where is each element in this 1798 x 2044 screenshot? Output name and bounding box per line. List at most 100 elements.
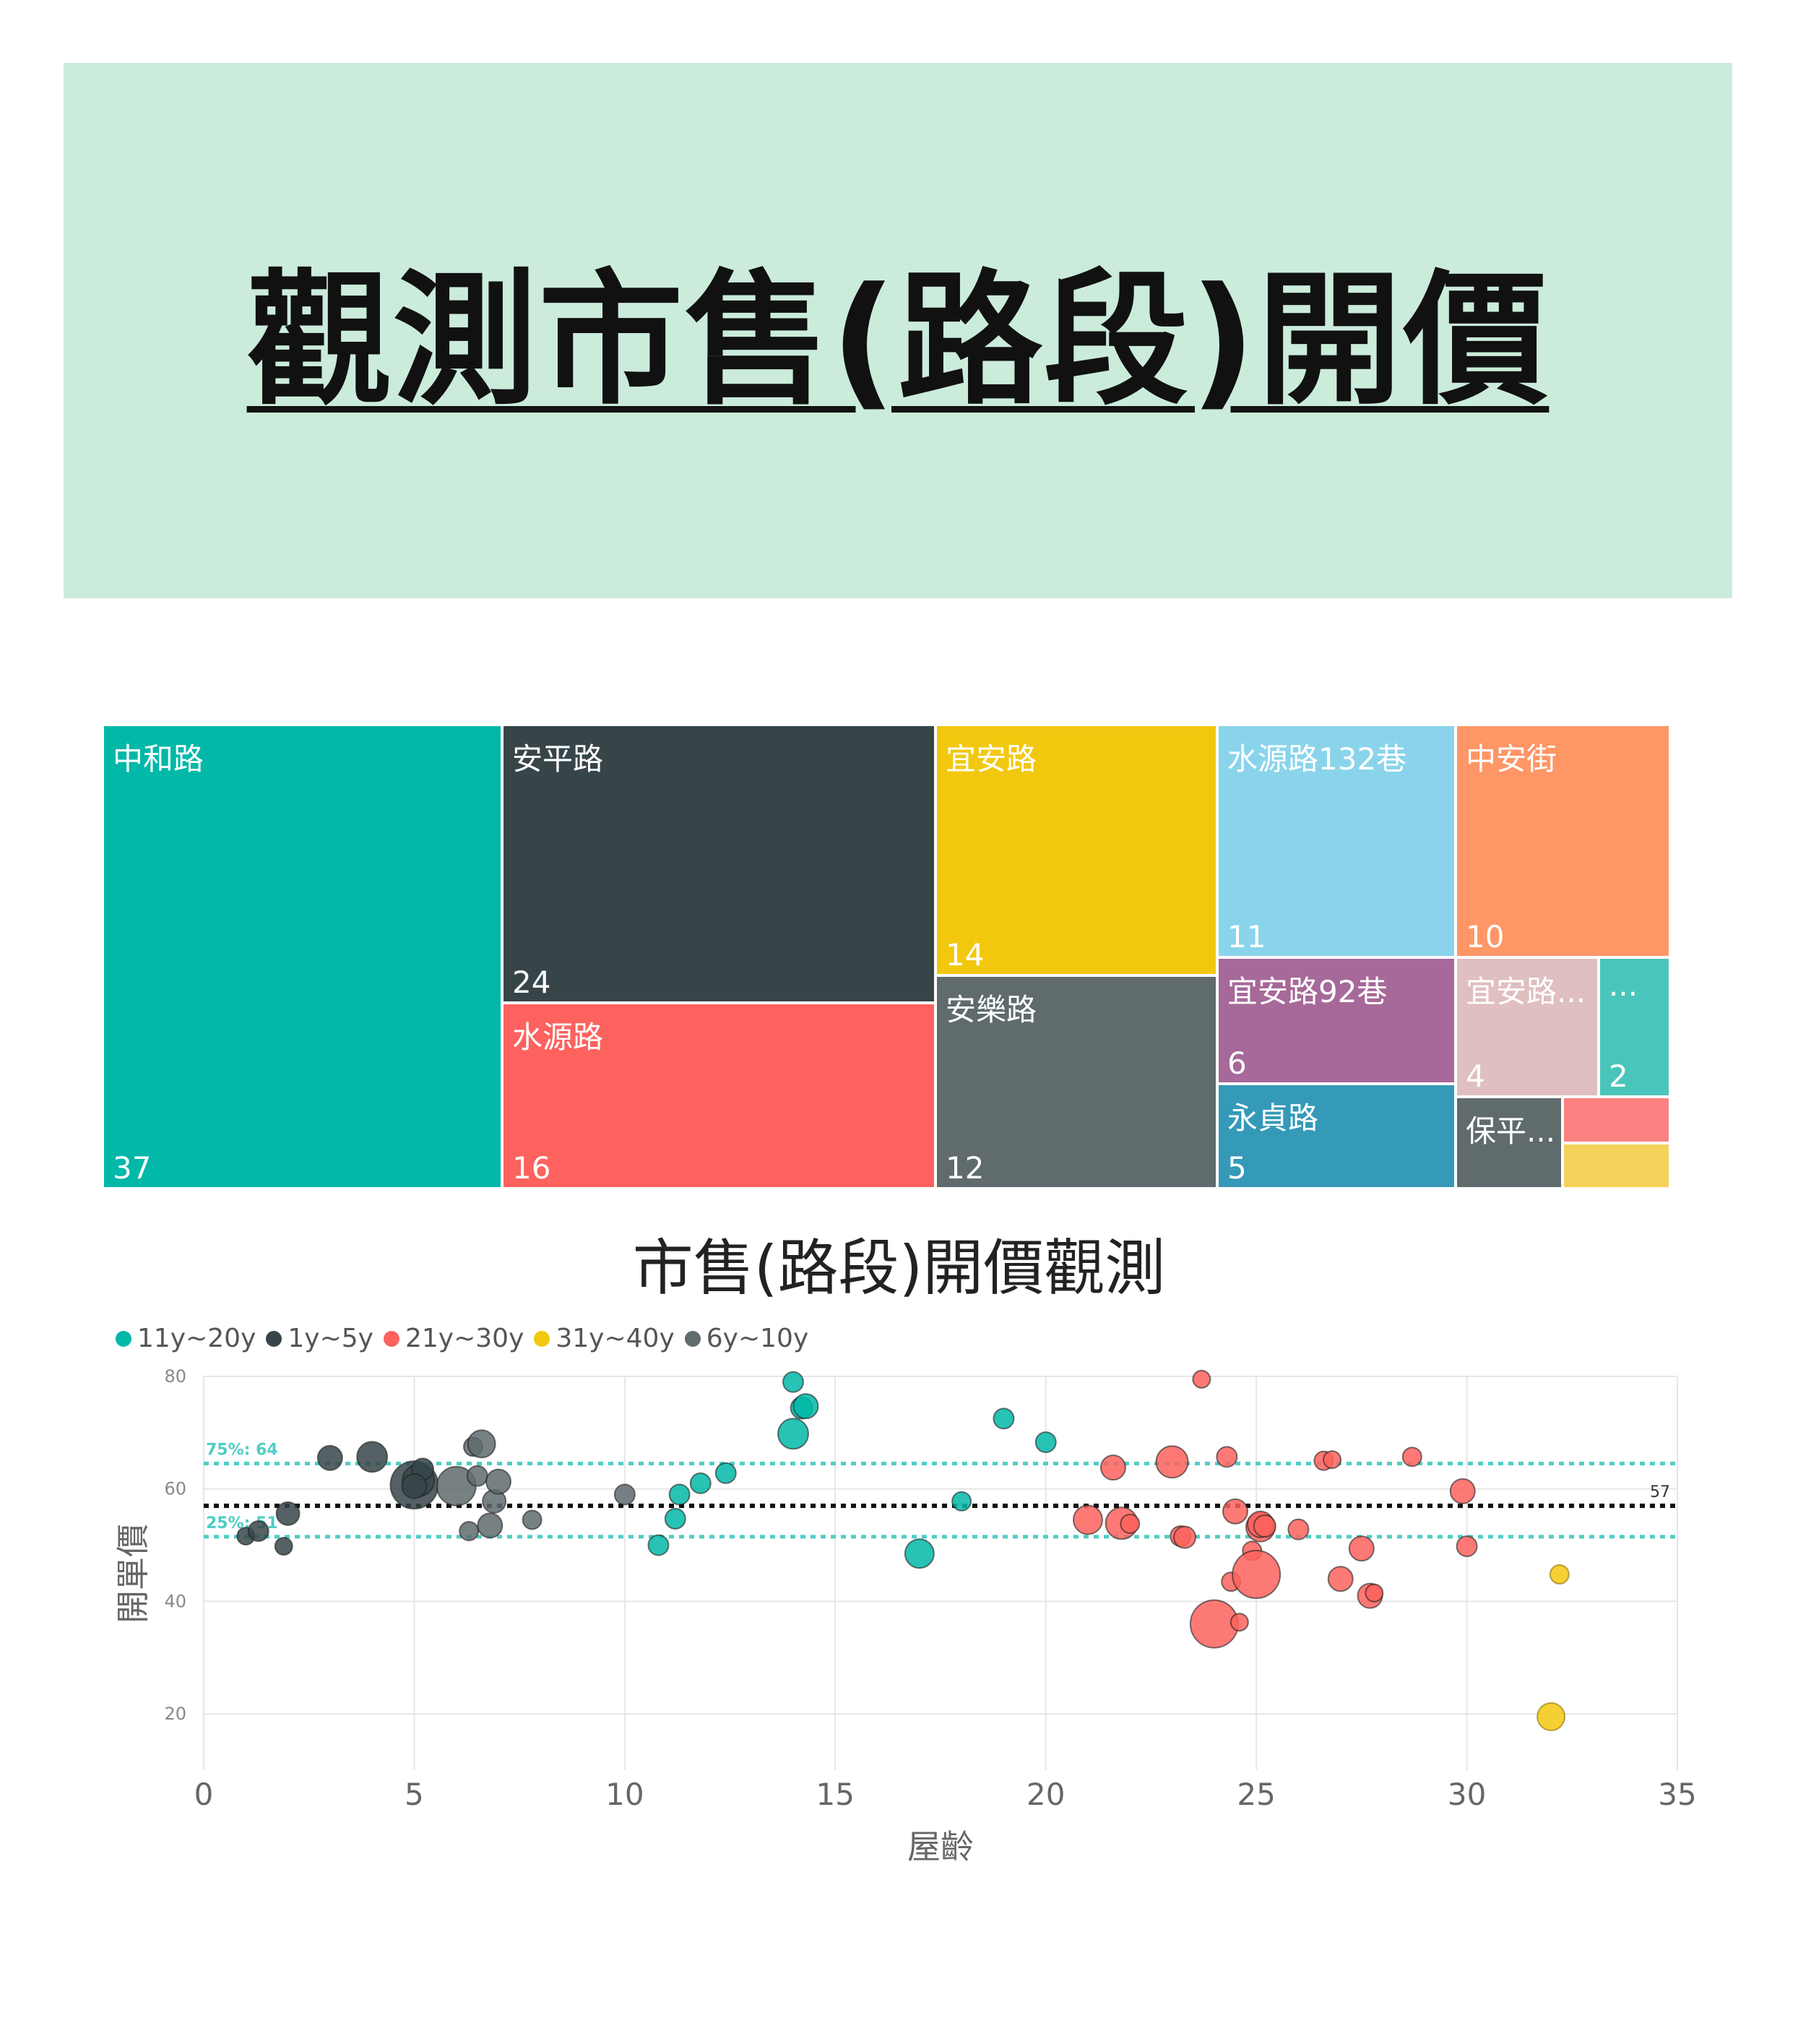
treemap-tile-value: 4 bbox=[1466, 1058, 1485, 1094]
data-point bbox=[689, 1472, 712, 1494]
legend-dot-icon bbox=[684, 1330, 701, 1347]
data-point bbox=[466, 1465, 488, 1487]
treemap-tile-label: 宜安路... bbox=[1466, 974, 1586, 1009]
data-point bbox=[613, 1483, 636, 1506]
reference-line-label: 75%: 64 bbox=[206, 1441, 278, 1459]
treemap-tile-value: 14 bbox=[946, 937, 985, 973]
legend-label: 6y~10y bbox=[706, 1324, 809, 1353]
data-point bbox=[1287, 1518, 1310, 1540]
data-point bbox=[1456, 1535, 1478, 1558]
data-point bbox=[904, 1538, 935, 1569]
scatter-legend: 11y~20y 1y~5y 21y~30y 31y~40y 6y~10y bbox=[116, 1324, 818, 1353]
data-point bbox=[1216, 1446, 1238, 1468]
treemap-tile-value: 5 bbox=[1227, 1150, 1247, 1186]
data-point bbox=[1449, 1478, 1476, 1504]
y-tick-label: 40 bbox=[164, 1591, 186, 1611]
legend-label: 31y~40y bbox=[556, 1324, 675, 1353]
data-point bbox=[247, 1520, 269, 1543]
treemap-tile-label: 宜安路92巷 bbox=[1227, 974, 1388, 1009]
data-point bbox=[993, 1407, 1015, 1430]
treemap-tile-label: 中和路 bbox=[113, 741, 204, 777]
treemap-tile[interactable] bbox=[1563, 1143, 1670, 1189]
treemap-tile-label: ... bbox=[1609, 967, 1638, 1003]
treemap-tile[interactable]: 宜安路 14 bbox=[935, 725, 1217, 975]
treemap-tile-value: 37 bbox=[113, 1150, 152, 1186]
treemap-tile[interactable]: ... 2 bbox=[1599, 957, 1670, 1097]
legend-item[interactable]: 1y~5y bbox=[266, 1324, 373, 1353]
legend-item[interactable]: 21y~30y bbox=[383, 1324, 524, 1353]
legend-item[interactable]: 11y~20y bbox=[116, 1324, 256, 1353]
treemap-tile[interactable]: 中和路 37 bbox=[103, 725, 502, 1189]
treemap-tile[interactable]: 安樂路 12 bbox=[935, 975, 1217, 1189]
data-point bbox=[664, 1507, 686, 1530]
x-tick-label: 35 bbox=[1658, 1777, 1696, 1812]
data-point bbox=[1401, 1446, 1422, 1467]
legend-dot-icon bbox=[116, 1330, 131, 1347]
data-point bbox=[1365, 1583, 1384, 1603]
page-title: 觀測市售(路段)開價 bbox=[246, 256, 1550, 425]
treemap-tile-label: 水源路 bbox=[512, 1019, 604, 1055]
x-tick-label: 10 bbox=[605, 1777, 644, 1812]
treemap-tile-value: 2 bbox=[1609, 1058, 1628, 1094]
treemap-tile-value: 12 bbox=[946, 1150, 985, 1186]
treemap-tile-value: 16 bbox=[512, 1150, 551, 1186]
treemap-tile[interactable]: 安平路 24 bbox=[502, 725, 935, 1003]
data-point bbox=[1549, 1564, 1570, 1585]
y-tick-label: 60 bbox=[164, 1479, 186, 1499]
x-tick-label: 5 bbox=[405, 1777, 424, 1812]
legend-label: 21y~30y bbox=[405, 1324, 524, 1353]
data-point bbox=[1232, 1550, 1281, 1600]
data-point bbox=[1155, 1445, 1189, 1479]
treemap-tile[interactable]: 保平... bbox=[1456, 1097, 1563, 1189]
legend-dot-icon bbox=[266, 1330, 282, 1347]
y-tick-label: 80 bbox=[164, 1366, 186, 1387]
y-tick-label: 20 bbox=[164, 1704, 186, 1724]
data-point bbox=[459, 1521, 480, 1542]
y-axis-title: 開單價 bbox=[113, 1524, 152, 1623]
legend-dot-icon bbox=[534, 1330, 550, 1347]
data-point bbox=[467, 1429, 496, 1459]
treemap-tile-value: 24 bbox=[512, 965, 551, 1000]
data-point bbox=[777, 1418, 809, 1450]
x-tick-label: 25 bbox=[1237, 1777, 1275, 1812]
treemap-tile[interactable]: 宜安路... 4 bbox=[1456, 957, 1599, 1097]
legend-item[interactable]: 6y~10y bbox=[684, 1324, 809, 1353]
legend-label: 1y~5y bbox=[288, 1324, 373, 1353]
legend-label: 11y~20y bbox=[137, 1324, 256, 1353]
data-point bbox=[1073, 1504, 1103, 1535]
reference-line-label: 57 bbox=[1650, 1483, 1670, 1501]
x-tick-label: 20 bbox=[1026, 1777, 1065, 1812]
treemap-tile-label: 永貞路 bbox=[1227, 1100, 1319, 1136]
treemap-tile-value: 11 bbox=[1227, 919, 1266, 954]
treemap-tile-label: 宜安路 bbox=[946, 741, 1037, 777]
treemap-tile-label: 水源路132巷 bbox=[1227, 741, 1407, 777]
data-point bbox=[1323, 1450, 1342, 1470]
data-point bbox=[1327, 1566, 1354, 1592]
treemap-tile[interactable]: 水源路132巷 11 bbox=[1217, 725, 1456, 957]
treemap-tile-value: 6 bbox=[1227, 1045, 1247, 1081]
data-point bbox=[522, 1509, 543, 1530]
data-point bbox=[792, 1393, 819, 1420]
data-point bbox=[1099, 1454, 1126, 1481]
treemap-tile[interactable] bbox=[1563, 1097, 1670, 1143]
x-tick-label: 15 bbox=[816, 1777, 855, 1812]
x-tick-label: 0 bbox=[194, 1777, 214, 1812]
legend-dot-icon bbox=[383, 1330, 399, 1347]
data-point bbox=[316, 1444, 343, 1471]
data-point bbox=[668, 1483, 691, 1506]
treemap-tile[interactable]: 宜安路92巷 6 bbox=[1217, 957, 1456, 1084]
legend-item[interactable]: 31y~40y bbox=[534, 1324, 675, 1353]
treemap-tile-label: 保平... bbox=[1466, 1113, 1556, 1149]
treemap-tile[interactable]: 水源路 16 bbox=[502, 1003, 935, 1189]
treemap-tile[interactable]: 永貞路 5 bbox=[1217, 1084, 1456, 1189]
data-point bbox=[1034, 1431, 1057, 1454]
data-point bbox=[1536, 1702, 1566, 1732]
data-point bbox=[1192, 1369, 1211, 1389]
treemap-chart: 中和路 37 安平路 24 水源路 16 宜安路 14 安樂路 12 水源路132巷 11 中安街 10 宜… bbox=[103, 725, 1670, 1189]
treemap-tile-label: 安樂路 bbox=[946, 992, 1037, 1027]
data-point bbox=[782, 1371, 804, 1393]
data-point bbox=[1348, 1535, 1375, 1562]
data-point bbox=[951, 1491, 972, 1512]
treemap-tile[interactable]: 中安街 10 bbox=[1456, 725, 1670, 957]
